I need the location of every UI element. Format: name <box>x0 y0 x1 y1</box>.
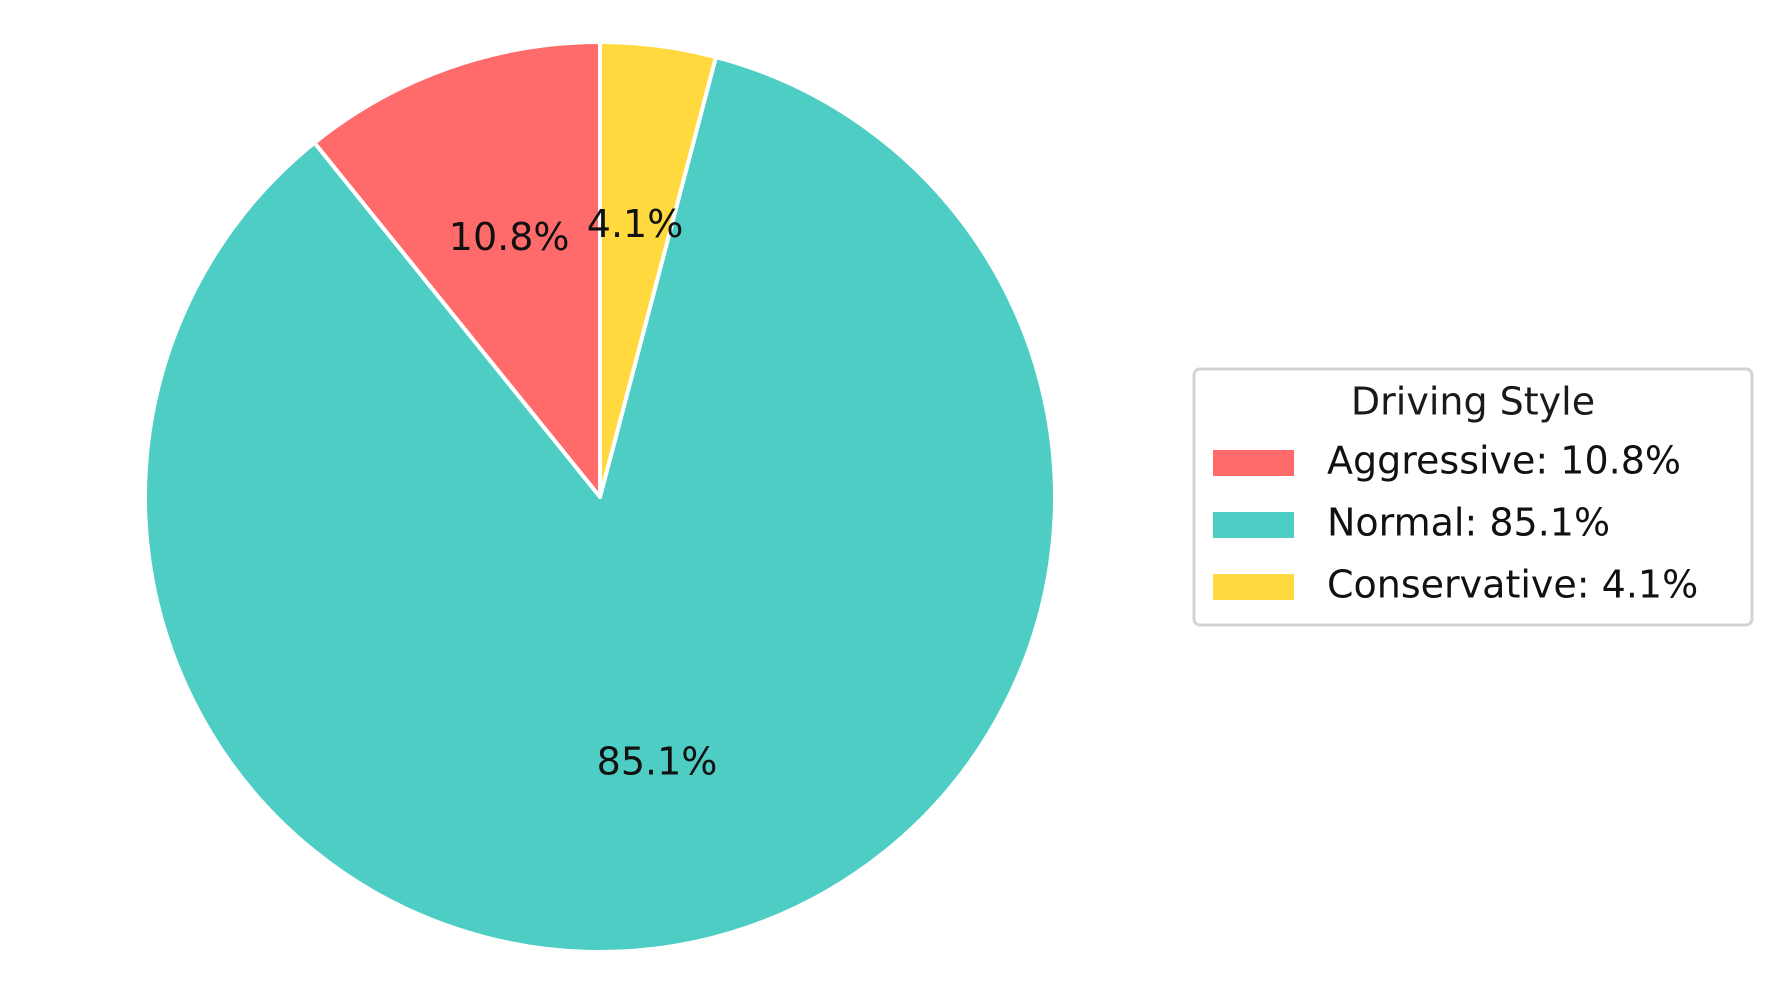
legend-label-normal: Normal: 85.1% <box>1327 501 1610 545</box>
legend-frame <box>1192 367 1754 627</box>
legend: Driving Style Aggressive: 10.8% Normal: 8… <box>1192 367 1754 627</box>
legend-label-aggressive: Aggressive: 10.8% <box>1327 439 1681 483</box>
legend-label-conservative: Conservative: 4.1% <box>1327 563 1698 607</box>
slice-label-normal: 85.1% <box>597 739 718 783</box>
legend-title: Driving Style <box>1351 380 1595 424</box>
slices-layer <box>143 40 1057 954</box>
legend-swatch-conservative <box>1213 574 1294 600</box>
legend-swatch-aggressive <box>1213 450 1294 476</box>
pie-slice-normal <box>143 55 1057 954</box>
slice-labels-layer: 10.8% 85.1% 4.1% <box>449 202 718 784</box>
slice-label-conservative: 4.1% <box>587 202 684 246</box>
pie-slice-aggressive <box>312 40 602 499</box>
slice-label-aggressive: 10.8% <box>449 215 570 259</box>
legend-swatch-normal <box>1213 512 1294 538</box>
pie-slice-conservative <box>598 40 718 499</box>
